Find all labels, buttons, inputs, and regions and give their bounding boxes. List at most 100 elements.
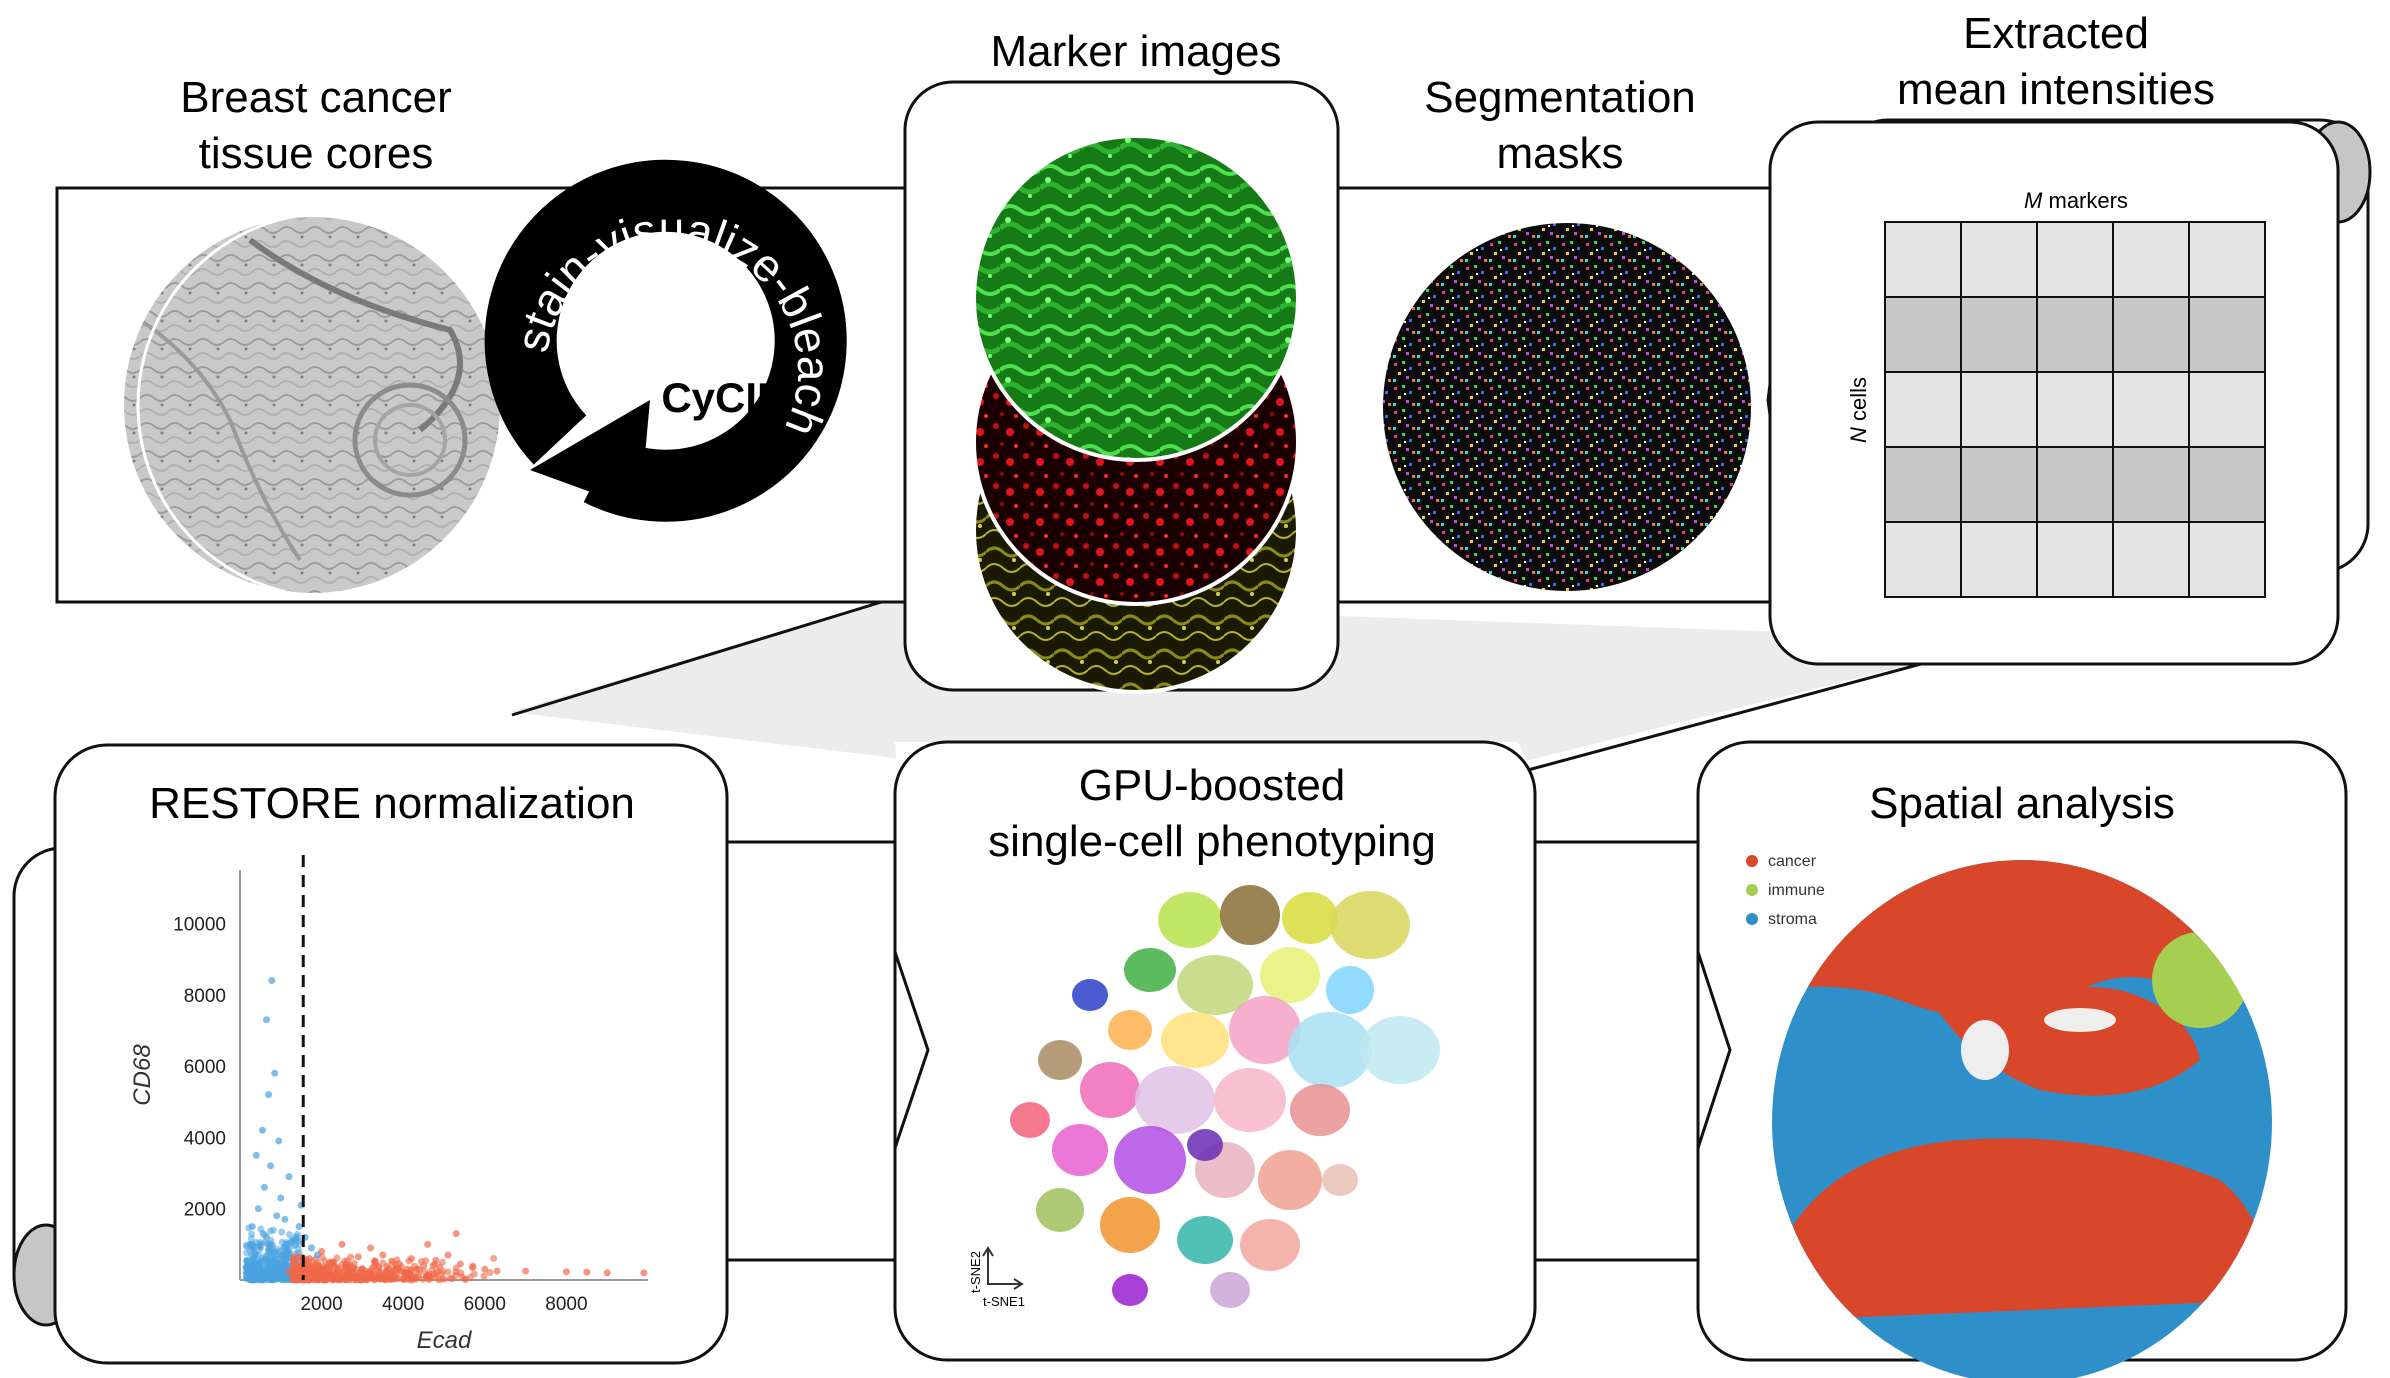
legend-swatch-immune (1746, 884, 1758, 896)
matrix-cell (2188, 521, 2266, 598)
spatial-legend: cancer immune stroma (1746, 853, 1825, 928)
data-point (426, 1273, 434, 1281)
data-point (254, 1272, 262, 1280)
intensity-matrix (1884, 221, 2266, 598)
data-point (444, 1251, 452, 1259)
data-point (257, 1225, 265, 1233)
data-point (334, 1265, 342, 1273)
markers-axis-label: M markers (2024, 188, 2128, 213)
data-point (383, 1262, 391, 1270)
legend-swatch-stroma (1746, 913, 1758, 925)
tsne-cluster (1177, 1216, 1233, 1264)
lumen-gap-1 (1961, 1020, 2009, 1080)
data-point (270, 1250, 278, 1258)
tsne-cluster (1135, 1066, 1215, 1134)
data-point (268, 1268, 276, 1276)
data-point (295, 1274, 303, 1282)
data-point (358, 1265, 366, 1273)
data-point (345, 1272, 353, 1280)
data-point (285, 1173, 293, 1181)
data-point (244, 1265, 252, 1273)
data-point (333, 1254, 341, 1262)
data-point (438, 1258, 446, 1266)
data-point (382, 1276, 390, 1284)
intensities-title-line1: Extracted (1963, 9, 2149, 58)
cycif-cycle: stain-visualize-bleach CyCIF (484, 159, 847, 522)
x-tick-label: 6000 (464, 1294, 506, 1315)
data-point (305, 1255, 313, 1263)
cycle-arrowhead (530, 400, 650, 510)
tsne-cluster (1108, 1010, 1152, 1050)
cancer-region-top (1780, 860, 2260, 1018)
cells-axis-rest: cells (1846, 377, 1871, 427)
y-tick-label: 4000 (184, 1128, 226, 1149)
intensities-panel: Extracted mean intensities M markers N c… (1768, 9, 2372, 666)
data-point (319, 1271, 327, 1279)
data-point (273, 1245, 281, 1253)
data-point (458, 1273, 466, 1281)
restore-panel: RESTORE normalization 2000 4000 6000 8000 10… (12, 743, 729, 1365)
cycle-ring (484, 159, 847, 522)
data-point (271, 1069, 279, 1077)
data-point (363, 1275, 371, 1283)
tsne-cluster (1038, 1040, 1082, 1080)
matrix-cell (2188, 221, 2266, 298)
data-point (370, 1271, 378, 1279)
tsne-cluster (1080, 1062, 1140, 1118)
data-point (379, 1251, 387, 1259)
tsne-axes-key (982, 1246, 1024, 1290)
tsne-cluster (1112, 1274, 1148, 1306)
data-point (277, 1251, 285, 1259)
restore-scatter-chart: 2000 4000 6000 8000 10000 2000 4000 6000 8000 Eca… (129, 855, 648, 1354)
data-point (248, 1230, 256, 1238)
marker-images-panel: Marker images (903, 27, 1340, 694)
data-point (254, 1205, 262, 1213)
tissue-panel: Breast cancer tissue cores (124, 73, 524, 599)
tsne-axis-x: t-SNE1 (983, 1294, 1025, 1309)
tsne-cluster (1072, 979, 1108, 1011)
data-point (407, 1276, 415, 1284)
tsne-cluster (1322, 1164, 1358, 1196)
data-point (640, 1269, 648, 1277)
matrix-cell (2112, 221, 2190, 298)
tsne-cluster (1240, 1219, 1300, 1271)
matrix-cell (1884, 221, 1962, 298)
spatial-tissue-map (1772, 860, 2272, 1378)
data-point (419, 1275, 427, 1283)
data-point (480, 1272, 488, 1280)
matrix-cell (2112, 521, 2190, 598)
data-point (486, 1268, 494, 1276)
data-point (403, 1265, 411, 1273)
matrix-cell (1960, 446, 2038, 523)
data-point (432, 1256, 440, 1264)
data-point (283, 1242, 291, 1250)
data-point (469, 1264, 477, 1272)
data-point (279, 1268, 287, 1276)
tsne-cluster (1360, 1016, 1440, 1084)
data-point (583, 1268, 591, 1276)
data-point (399, 1274, 407, 1282)
tsne-cluster (1158, 892, 1222, 948)
data-point (277, 1194, 285, 1202)
data-point (268, 1275, 276, 1283)
matrix-cell (1884, 521, 1962, 598)
matrix-cell (2112, 371, 2190, 448)
data-point (309, 1266, 317, 1274)
tsne-axis-y: t-SNE2 (968, 1251, 983, 1293)
data-point (305, 1276, 313, 1284)
data-point (395, 1260, 403, 1268)
data-point (295, 1223, 303, 1231)
tissue-title-line2: tissue cores (199, 129, 434, 178)
tsne-cluster (1258, 1150, 1322, 1210)
segmentation-mask-image (1383, 223, 1751, 591)
data-point (452, 1271, 460, 1279)
restore-title: RESTORE normalization (149, 779, 635, 828)
data-point (481, 1265, 489, 1273)
markers-axis-var: M (2024, 188, 2043, 213)
matrix-cell (2036, 296, 2114, 373)
data-point (562, 1268, 570, 1276)
phenotyping-panel: GPU-boosted single-cell phenotyping t-SN… (893, 740, 1537, 1362)
data-point (246, 1240, 254, 1248)
data-point (268, 977, 276, 985)
data-point (387, 1257, 395, 1265)
